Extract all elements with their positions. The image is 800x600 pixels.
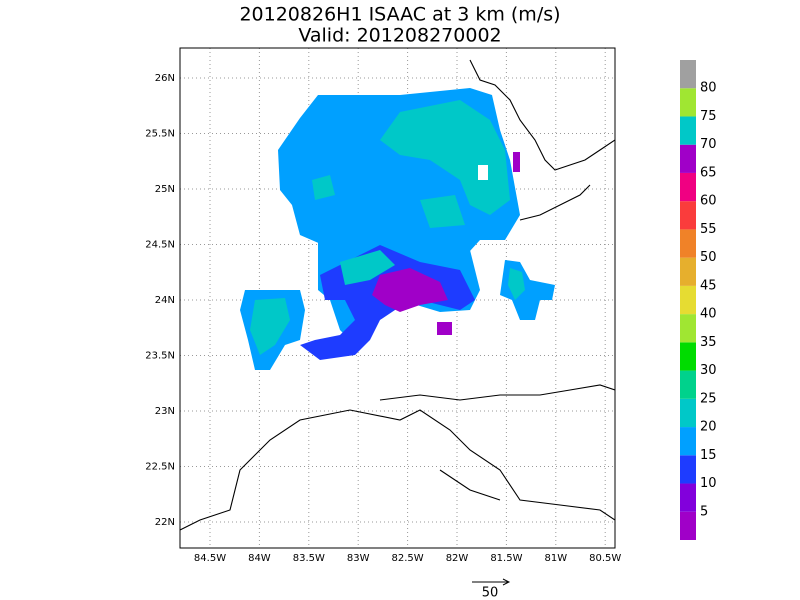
colorbar-segment: [680, 511, 696, 540]
colorbar-segment: [680, 455, 696, 484]
lat-label: 23.5N: [145, 351, 175, 362]
colorbar-segment: [680, 257, 696, 286]
gap: [478, 165, 488, 180]
coastline: [519, 184, 591, 221]
colorbar-label: 50: [700, 250, 717, 265]
plot-frame: [179, 47, 616, 549]
colorbar-label: 10: [700, 476, 717, 491]
colorbar-segment: [680, 370, 696, 399]
lat-label: 22.5N: [145, 462, 175, 473]
colorbar-label: 15: [700, 448, 717, 463]
wind-region: [508, 268, 525, 300]
colorbar-segment: [680, 314, 696, 343]
lon-label: 83W: [347, 553, 370, 564]
lat-label: 22N: [155, 517, 175, 528]
colorbar-label: 20: [700, 420, 717, 435]
wind-region: [372, 152, 520, 335]
grid: [180, 48, 615, 548]
colorbar-label: 75: [700, 109, 717, 124]
coastline: [180, 384, 615, 531]
colorbar-label: 25: [700, 391, 717, 406]
subtitle: Valid: 201208270002: [298, 25, 501, 47]
lat-label: 25N: [155, 184, 175, 195]
colorbar-label: 55: [700, 222, 717, 237]
lat-label: 24.5N: [145, 240, 175, 251]
lat-label: 25.5N: [145, 129, 175, 140]
colorbar-segment: [680, 144, 696, 173]
wind-region: [500, 260, 555, 320]
lon-label: 84.5W: [194, 553, 226, 564]
colorbar-segment: [680, 88, 696, 117]
colorbar-segment: [680, 116, 696, 145]
lat-label: 26N: [155, 73, 175, 84]
colorbar-segment: [680, 60, 696, 89]
reference-arrow-head: [502, 578, 511, 586]
colorbar-label: 30: [700, 363, 717, 378]
colorbar-label: 35: [700, 335, 717, 350]
coastline: [469, 59, 615, 171]
wind-region: [312, 175, 465, 228]
colorbar: 5 10 15 20 25 30 35 40 45 50 55 60 65 70 75 80: [680, 60, 717, 540]
wind-field: [180, 59, 615, 531]
lat-label: 24N: [155, 295, 175, 306]
colorbar-segment: [680, 285, 696, 315]
lon-label: 80.5W: [589, 553, 621, 564]
colorbar-label: 80: [700, 81, 717, 96]
colorbar-segment: [680, 229, 696, 258]
lon-label: 81W: [544, 553, 567, 564]
lon-label: 82.5W: [392, 553, 424, 564]
colorbar-segment: [680, 427, 696, 456]
colorbar-label: 40: [700, 307, 717, 322]
colorbar-segment: [680, 398, 696, 428]
colorbar-label: 60: [700, 194, 717, 209]
title: 20120826H1 ISAAC at 3 km (m/s): [239, 4, 560, 26]
colorbar-segment: [680, 172, 696, 202]
colorbar-label: 70: [700, 137, 717, 152]
colorbar-label: 45: [700, 278, 717, 293]
wind-region: [250, 298, 290, 355]
lat-label: 23N: [155, 406, 175, 417]
colorbar-segment: [680, 342, 696, 371]
lon-label: 84W: [248, 553, 271, 564]
colorbar-segment: [680, 201, 696, 230]
lon-label: 82W: [446, 553, 469, 564]
colorbar-label: 5: [700, 504, 708, 519]
lon-label: 83.5W: [293, 553, 325, 564]
colorbar-segment: [680, 483, 696, 512]
wind-region: [340, 250, 395, 285]
colorbar-label: 65: [700, 165, 717, 180]
reference-label: 50: [482, 586, 499, 600]
lon-label: 81.5W: [490, 553, 522, 564]
wind-region: [380, 100, 510, 215]
